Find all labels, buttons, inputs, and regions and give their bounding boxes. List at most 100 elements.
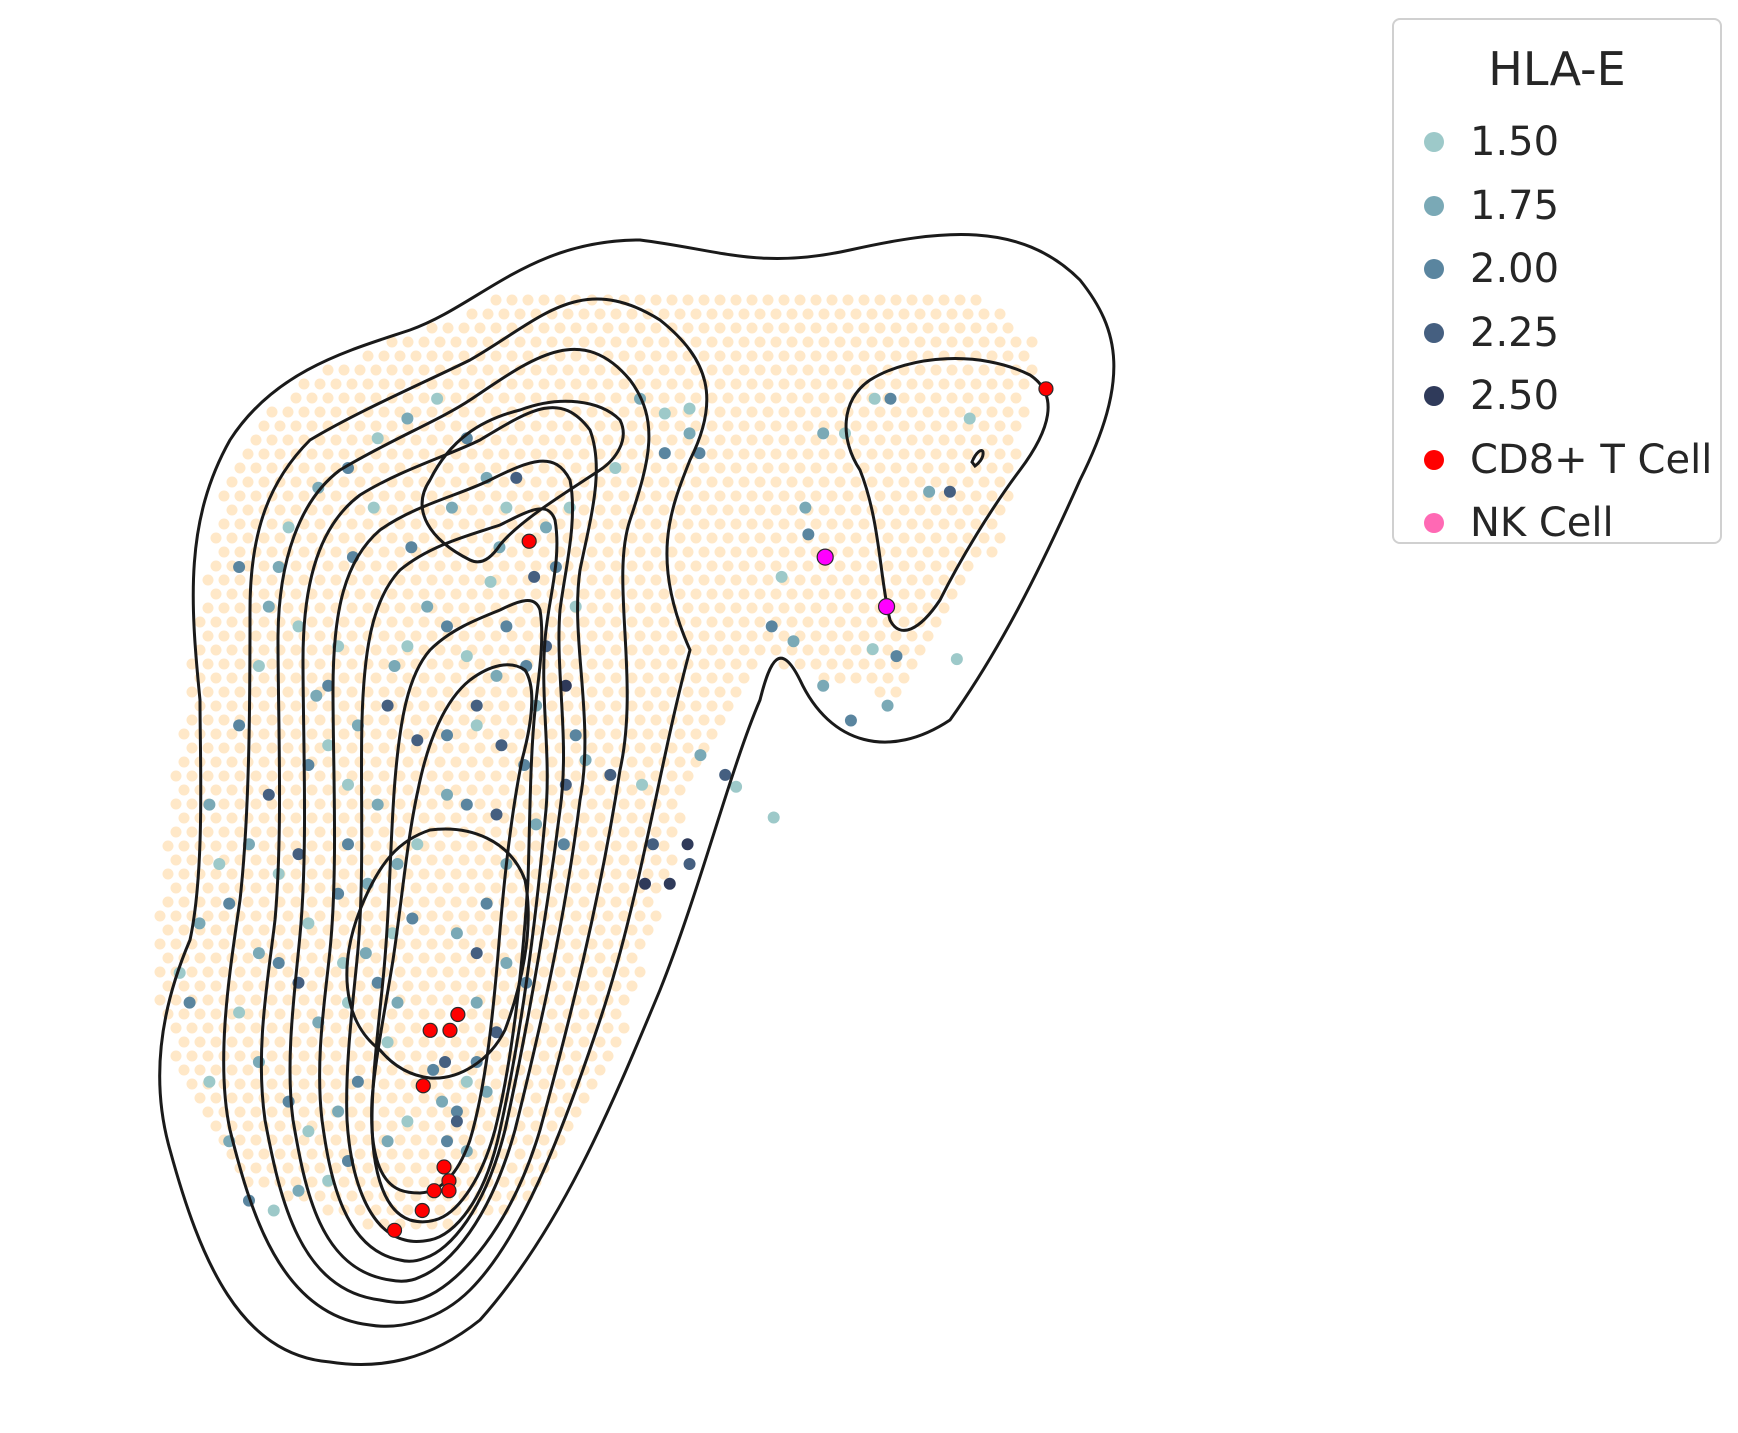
hla-e-spot xyxy=(203,798,216,811)
tissue-spot xyxy=(658,392,670,404)
tissue-spot xyxy=(778,294,790,306)
hla-e-spot xyxy=(388,660,401,672)
tissue-spot xyxy=(802,308,814,320)
tissue-spot xyxy=(386,364,398,376)
tissue-spot xyxy=(458,742,470,754)
tissue-spot xyxy=(826,490,838,502)
tissue-spot xyxy=(474,1022,486,1034)
hla-e-spot xyxy=(470,996,483,1009)
tissue-spot xyxy=(322,616,334,628)
tissue-spot xyxy=(738,616,750,628)
tissue-spot xyxy=(402,952,414,964)
tissue-spot xyxy=(826,630,838,642)
tissue-spot xyxy=(490,770,502,782)
tissue-spot xyxy=(450,616,462,628)
hla-e-spot xyxy=(817,427,830,440)
tissue-spot xyxy=(898,672,910,684)
tissue-spot xyxy=(634,742,646,754)
tissue-spot xyxy=(218,882,230,894)
tissue-spot xyxy=(602,322,614,334)
tissue-spot xyxy=(738,504,750,516)
tissue-spot xyxy=(250,462,262,474)
tissue-spot xyxy=(434,952,446,964)
tissue-spot xyxy=(546,812,558,824)
tissue-spot xyxy=(210,728,222,740)
tissue-spot xyxy=(562,812,574,824)
tissue-spot xyxy=(610,644,622,656)
hla-e-spot xyxy=(381,699,394,712)
hla-e-spot xyxy=(427,1063,440,1076)
hla-e-spot xyxy=(262,788,275,801)
tissue-spot xyxy=(170,1022,182,1034)
tissue-spot xyxy=(930,476,942,488)
hla-e-spot xyxy=(302,1125,315,1138)
hla-e-spot xyxy=(495,739,508,752)
tissue-spot xyxy=(834,616,846,628)
tissue-spot xyxy=(706,560,718,572)
tissue-spot xyxy=(194,616,206,628)
tissue-spot xyxy=(386,1120,398,1132)
tissue-spot xyxy=(642,588,654,600)
tissue-spot xyxy=(650,630,662,642)
tissue-spot xyxy=(906,490,918,502)
tissue-spot xyxy=(914,504,926,516)
tissue-spot xyxy=(378,882,390,894)
tissue-spot xyxy=(690,644,702,656)
tissue-spot xyxy=(722,448,734,460)
tissue-spot xyxy=(842,658,854,670)
tissue-spot xyxy=(306,812,318,824)
tissue-spot xyxy=(514,812,526,824)
tissue-spot xyxy=(266,462,278,474)
tissue-spot xyxy=(874,322,886,334)
tissue-spot xyxy=(490,686,502,698)
tissue-spot xyxy=(562,952,574,964)
tissue-spot xyxy=(706,448,718,460)
tissue-spot xyxy=(338,616,350,628)
tissue-spot xyxy=(290,672,302,684)
tissue-spot xyxy=(418,1176,430,1188)
tissue-spot xyxy=(682,742,694,754)
tissue-spot xyxy=(154,966,166,978)
tissue-spot xyxy=(226,1036,238,1048)
tissue-spot xyxy=(714,546,726,558)
tissue-spot xyxy=(826,518,838,530)
tissue-spot xyxy=(522,378,534,390)
tissue-spot xyxy=(874,490,886,502)
tissue-spot xyxy=(466,784,478,796)
tissue-spot xyxy=(938,378,950,390)
tissue-spot xyxy=(666,322,678,334)
tissue-spot xyxy=(426,378,438,390)
tissue-spot xyxy=(666,434,678,446)
tissue-spot xyxy=(218,602,230,614)
tissue-spot xyxy=(626,476,638,488)
tissue-spot xyxy=(282,714,294,726)
tissue-spot xyxy=(938,294,950,306)
hla-e-spot xyxy=(223,897,236,910)
tissue-spot xyxy=(930,560,942,572)
tissue-spot xyxy=(402,364,414,376)
tissue-spot xyxy=(466,504,478,516)
tissue-spot xyxy=(482,560,494,572)
tissue-spot xyxy=(394,686,406,698)
tissue-spot xyxy=(170,1050,182,1062)
tissue-spot xyxy=(866,448,878,460)
tissue-spot xyxy=(242,924,254,936)
tissue-spot xyxy=(538,1134,550,1146)
tissue-spot xyxy=(202,714,214,726)
tissue-spot xyxy=(418,1064,430,1076)
tissue-spot xyxy=(506,910,518,922)
tissue-spot xyxy=(338,672,350,684)
tissue-spot xyxy=(274,1064,286,1076)
tissue-spot xyxy=(722,672,734,684)
tissue-spot xyxy=(290,588,302,600)
tissue-spot xyxy=(826,378,838,390)
tissue-spot xyxy=(362,686,374,698)
hla-e-spot xyxy=(943,485,956,498)
tissue-spot xyxy=(890,322,902,334)
tissue-spot xyxy=(746,434,758,446)
tissue-spot xyxy=(866,588,878,600)
tissue-spot xyxy=(602,378,614,390)
tissue-spot xyxy=(578,644,590,656)
hla-e-spot xyxy=(262,600,275,613)
hla-e-spot xyxy=(292,848,305,861)
